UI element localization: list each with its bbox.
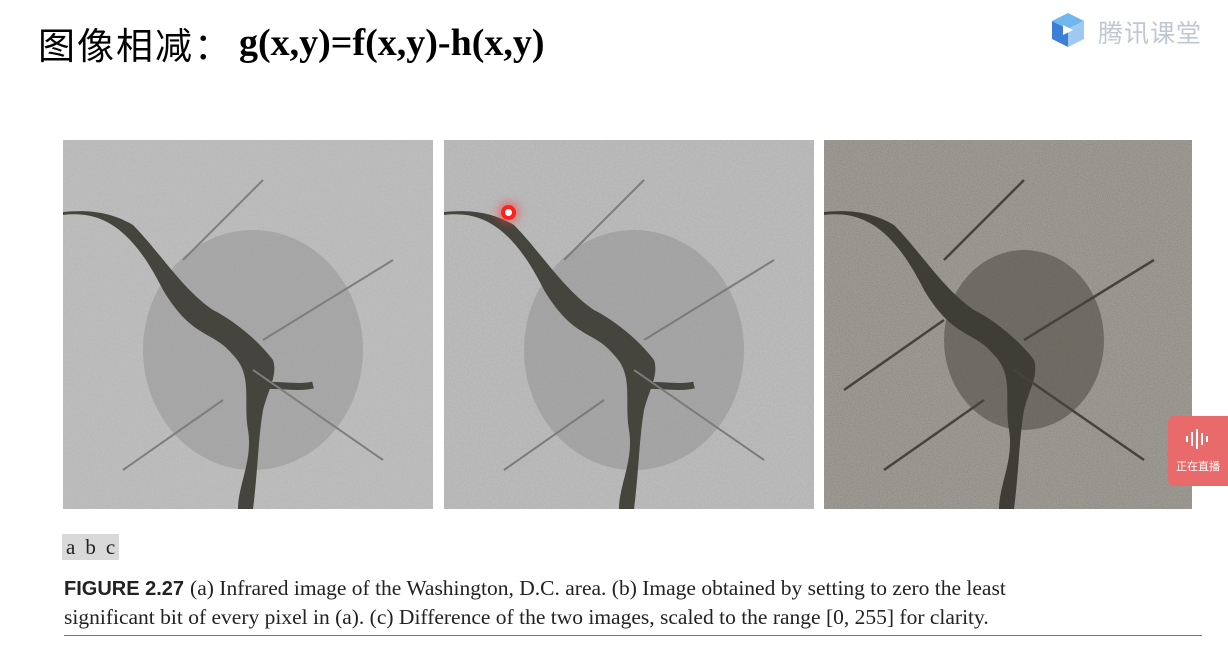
pointer-cursor (501, 205, 516, 220)
lsb-zeroed-image (444, 140, 814, 509)
slide-title: 图像相减： g(x,y)=f(x,y)-h(x,y) (38, 18, 545, 68)
tencent-classroom-logo-icon (1046, 11, 1090, 53)
caption-line-1: FIGURE 2.27 (a) Infrared image of the Was… (64, 574, 1204, 603)
caption-text-2: significant bit of every pixel in (a). (… (64, 605, 989, 629)
brand-name: 腾讯课堂 (1098, 19, 1203, 48)
title-chinese: 图像相减： (38, 25, 233, 68)
live-status-text: 正在直播 (1176, 460, 1220, 473)
difference-image (824, 140, 1192, 509)
panel-label-b: b (85, 534, 96, 559)
live-status-badge[interactable]: 正在直播 (1168, 416, 1228, 486)
caption-divider (64, 635, 1202, 636)
panel-labels: a b c (62, 534, 120, 560)
caption-text-1: (a) Infrared image of the Washington, D.… (190, 576, 1006, 600)
panel-label-c: c (105, 534, 116, 559)
brand-logo: 腾讯课堂 (1046, 10, 1202, 54)
audio-wave-icon (1184, 428, 1212, 454)
caption-label: FIGURE 2.27 (64, 578, 185, 600)
infrared-image-washington (63, 140, 433, 509)
title-formula: g(x,y)=f(x,y)-h(x,y) (239, 22, 545, 64)
panel-label-a: a (66, 534, 76, 559)
figure-caption: FIGURE 2.27 (a) Infrared image of the Was… (64, 574, 1204, 631)
